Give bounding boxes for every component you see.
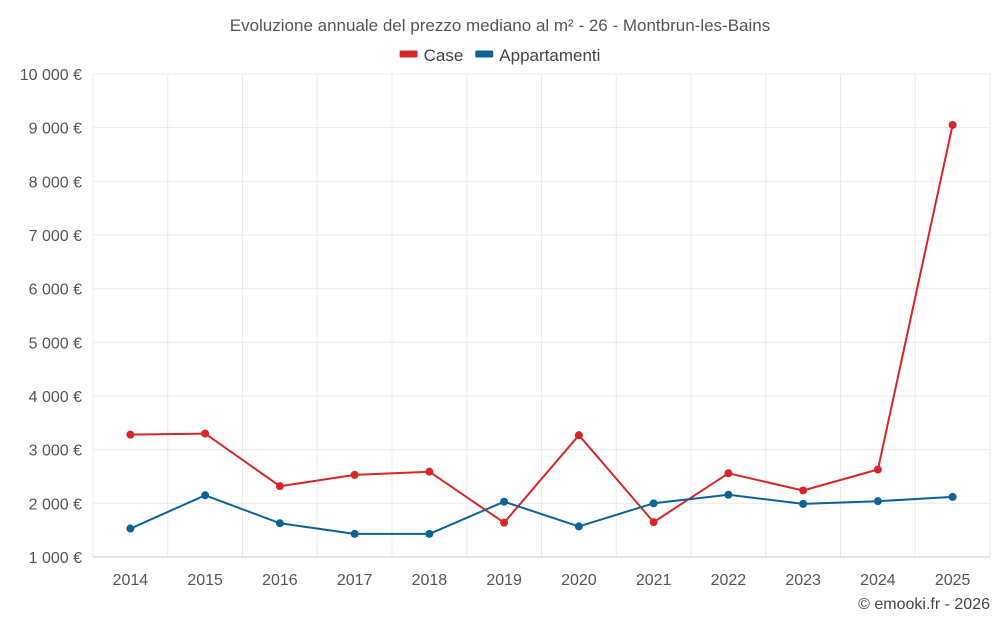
data-point-case [500, 518, 509, 527]
x-tick-label: 2019 [486, 572, 522, 589]
data-point-appartamenti [500, 497, 509, 506]
y-tick-label: 8 000 € [29, 174, 82, 191]
x-tick-label: 2014 [113, 572, 149, 589]
y-tick-label: 7 000 € [29, 228, 82, 245]
data-point-case [948, 120, 957, 129]
x-tick-label: 2021 [636, 572, 672, 589]
y-tick-label: 4 000 € [29, 389, 82, 406]
x-tick-label: 2017 [337, 572, 373, 589]
data-point-appartamenti [275, 519, 284, 528]
data-point-appartamenti [425, 529, 434, 538]
data-point-case [425, 467, 434, 476]
y-tick-label: 10 000 € [20, 67, 82, 84]
legend: Case Appartamenti [399, 46, 600, 65]
y-tick-label: 5 000 € [29, 335, 82, 352]
data-point-case [649, 518, 658, 527]
x-tick-label: 2015 [187, 572, 223, 589]
chart-title: Evoluzione annuale del prezzo mediano al… [230, 16, 771, 35]
data-point-case [350, 470, 359, 479]
axes: 1 000 € 2 000 € 3 000 € 4 000 € 5 000 € 6 000… [20, 67, 990, 589]
data-point-appartamenti [799, 499, 808, 508]
data-point-appartamenti [724, 490, 733, 499]
x-tick-label: 2022 [711, 572, 747, 589]
data-point-appartamenti [948, 492, 957, 501]
legend-swatch-appartamenti [475, 50, 494, 58]
y-tick-label: 9 000 € [29, 121, 82, 138]
legend-label-case: Case [424, 46, 464, 65]
y-tick-label: 2 000 € [29, 496, 82, 513]
data-point-case [799, 486, 808, 495]
x-tick-label: 2023 [785, 572, 821, 589]
y-tick-label: 6 000 € [29, 282, 82, 299]
legend-label-appartamenti: Appartamenti [499, 46, 600, 65]
series-line-appartamenti [129, 493, 953, 535]
series-group [126, 120, 957, 538]
legend-swatch-case [399, 50, 418, 58]
data-point-appartamenti [873, 497, 882, 506]
data-point-case [724, 469, 733, 478]
x-tick-label: 2016 [262, 572, 298, 589]
data-point-case [574, 431, 583, 440]
data-point-case [126, 430, 135, 439]
data-point-appartamenti [574, 522, 583, 531]
y-tick-label: 3 000 € [29, 443, 82, 460]
data-point-appartamenti [201, 491, 210, 500]
data-point-case [275, 482, 284, 491]
x-tick-label: 2018 [412, 572, 448, 589]
series-line-case [130, 124, 954, 524]
data-point-appartamenti [350, 529, 359, 538]
data-point-appartamenti [126, 524, 135, 533]
credit-text: © emooki.fr - 2026 [858, 596, 990, 613]
x-tick-label: 2025 [935, 572, 971, 589]
data-point-case [201, 429, 210, 438]
y-tick-label: 1 000 € [29, 550, 82, 567]
grid [92, 73, 991, 558]
data-point-case [873, 465, 882, 474]
x-tick-label: 2024 [860, 572, 896, 589]
data-point-appartamenti [649, 499, 658, 508]
x-tick-label: 2020 [561, 572, 597, 589]
